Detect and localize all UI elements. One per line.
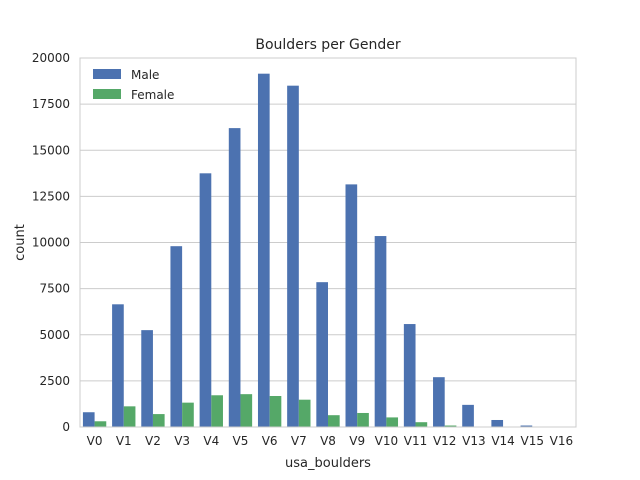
y-tick-label-7: 17500	[32, 97, 70, 111]
y-tick-label-1: 2500	[39, 374, 70, 388]
y-tick-label-3: 7500	[39, 282, 70, 296]
x-axis-label: usa_boulders	[285, 456, 371, 471]
bar-male-v8	[316, 282, 328, 427]
y-tick-label-8: 20000	[32, 51, 70, 65]
bar-female-v7	[298, 399, 311, 427]
bar-male-v13	[462, 404, 474, 427]
bar-female-v5	[240, 394, 253, 427]
x-tick-label-v10: V10	[375, 434, 398, 448]
bar-male-v6	[257, 73, 270, 428]
y-tick-label-4: 10000	[32, 236, 70, 250]
bar-male-v0	[82, 412, 95, 427]
x-tick-label-v5: V5	[233, 434, 249, 448]
x-tick-label-v13: V13	[462, 434, 485, 448]
bars	[82, 73, 562, 428]
bar-male-v15	[520, 425, 533, 427]
y-axis-ticks: 0 2500 5000 7500 10000 12500 15000 17500 20000	[32, 51, 70, 434]
x-tick-label-v1: V1	[116, 434, 132, 448]
x-tick-label-v16: V16	[550, 434, 573, 448]
x-tick-label-v11: V11	[404, 434, 427, 448]
legend-label-male: Male	[131, 68, 159, 82]
bar-female-v0	[94, 421, 107, 427]
bar-female-v11	[415, 422, 428, 427]
bar-male-v11	[403, 324, 416, 427]
bar-male-v9	[345, 184, 358, 427]
bar-female-v6	[269, 396, 282, 427]
bar-female-v3	[182, 402, 194, 427]
bar-male-v3	[170, 246, 183, 427]
legend-swatch-male	[93, 69, 121, 79]
x-tick-label-v2: V2	[145, 434, 161, 448]
x-tick-label-v14: V14	[491, 434, 514, 448]
y-axis-label: count	[13, 224, 28, 261]
chart-title: Boulders per Gender	[255, 37, 400, 53]
bar-female-v10	[386, 417, 399, 427]
x-tick-label-v7: V7	[291, 434, 307, 448]
legend: Male Female	[93, 68, 174, 102]
x-tick-label-v8: V8	[320, 434, 336, 448]
x-tick-label-v3: V3	[174, 434, 190, 448]
x-tick-label-v15: V15	[520, 434, 543, 448]
y-tick-label-6: 15000	[32, 143, 70, 157]
y-tick-label-5: 12500	[32, 189, 70, 203]
bar-female-v1	[123, 406, 136, 427]
bar-male-v12	[433, 377, 445, 427]
y-tick-label-0: 0	[62, 420, 70, 434]
bar-female-v9	[357, 412, 369, 427]
bar-female-v8	[328, 415, 340, 427]
bar-female-v4	[211, 395, 223, 427]
legend-swatch-female	[93, 89, 121, 99]
x-tick-label-v4: V4	[203, 434, 219, 448]
x-axis-ticks: V0 V1 V2 V3 V4 V5 V6 V7 V8 V9 V10 V11 V12 V13 V14 V15 V1…	[87, 434, 573, 448]
plot-frame	[79, 57, 577, 428]
bar-male-v2	[141, 330, 153, 427]
bar-male-v5	[228, 128, 241, 428]
bar-male-v10	[374, 236, 387, 427]
bar-female-v12	[444, 425, 457, 427]
x-tick-label-v9: V9	[349, 434, 365, 448]
bar-male-v14	[491, 419, 504, 427]
bar-female-v2	[152, 414, 165, 427]
bar-male-v7	[287, 85, 299, 428]
bar-male-v1	[112, 304, 124, 427]
x-tick-label-v12: V12	[433, 434, 456, 448]
x-tick-label-v0: V0	[87, 434, 103, 448]
bar-male-v4	[199, 173, 212, 427]
x-tick-label-v6: V6	[262, 434, 278, 448]
y-tick-label-2: 5000	[39, 328, 70, 342]
legend-label-female: Female	[131, 88, 174, 102]
